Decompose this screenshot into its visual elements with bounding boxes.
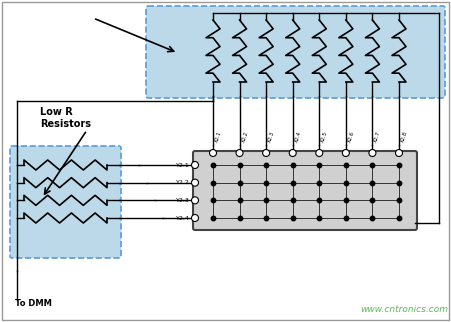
Text: Y2.3: Y2.3	[176, 198, 190, 203]
Text: X2.2: X2.2	[240, 130, 249, 143]
Text: To DMM: To DMM	[15, 299, 52, 308]
FancyBboxPatch shape	[10, 146, 121, 258]
Text: X2.7: X2.7	[373, 130, 382, 143]
Text: Y2.2: Y2.2	[176, 180, 190, 185]
Circle shape	[342, 149, 350, 156]
Text: Y2.1: Y2.1	[176, 163, 190, 167]
Text: www.cntronics.com: www.cntronics.com	[360, 305, 448, 314]
Circle shape	[192, 197, 198, 204]
FancyBboxPatch shape	[146, 6, 445, 98]
Circle shape	[236, 149, 243, 156]
Circle shape	[396, 149, 402, 156]
FancyBboxPatch shape	[193, 151, 417, 230]
Text: X2.1: X2.1	[214, 130, 222, 143]
Circle shape	[210, 149, 216, 156]
Text: Low R
Resistors: Low R Resistors	[40, 107, 91, 129]
Text: X2.4: X2.4	[294, 130, 302, 143]
Circle shape	[192, 214, 198, 222]
Text: X2.6: X2.6	[347, 130, 355, 143]
Text: Y2.4: Y2.4	[176, 215, 190, 221]
Circle shape	[262, 149, 270, 156]
Text: X2.3: X2.3	[267, 130, 276, 143]
Text: X2.8: X2.8	[400, 130, 409, 143]
Circle shape	[289, 149, 296, 156]
Text: X2.5: X2.5	[320, 130, 329, 143]
Circle shape	[316, 149, 323, 156]
Circle shape	[192, 162, 198, 168]
Circle shape	[192, 179, 198, 186]
Circle shape	[369, 149, 376, 156]
